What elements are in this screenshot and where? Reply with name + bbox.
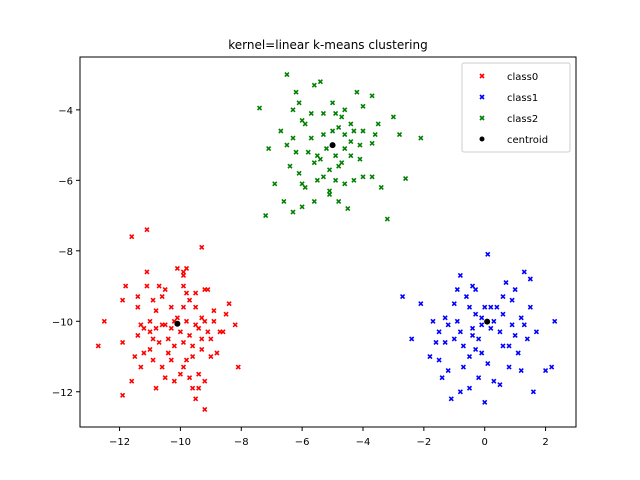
centroid-marker bbox=[484, 318, 491, 325]
legend-item-class2: class2 bbox=[479, 114, 538, 125]
legend-label: class2 bbox=[507, 114, 538, 125]
x-tick-label: −8 bbox=[234, 437, 249, 448]
legend-item-centroid: centroid bbox=[479, 135, 548, 146]
series-class2 bbox=[256, 72, 424, 222]
y-axis: −12 −10 −8 −6 −4 bbox=[52, 106, 80, 399]
y-tick-label: −10 bbox=[52, 317, 73, 328]
legend-label: centroid bbox=[507, 135, 548, 146]
chart-title: kernel=linear k-means clustering bbox=[228, 38, 428, 52]
x-tick-label: 0 bbox=[482, 437, 488, 448]
legend-item-class0: class0 bbox=[479, 72, 538, 83]
series-class0 bbox=[95, 227, 241, 412]
y-tick-label: −4 bbox=[58, 106, 73, 117]
legend-label: class1 bbox=[507, 93, 538, 104]
legend-label: class0 bbox=[507, 72, 538, 83]
dot-marker-icon bbox=[479, 136, 485, 142]
x-tick-label: −2 bbox=[416, 437, 431, 448]
y-tick-label: −12 bbox=[52, 388, 73, 399]
x-axis: −12 −10 −8 −6 −4 −2 0 2 bbox=[109, 427, 549, 448]
y-tick-label: −6 bbox=[58, 176, 73, 187]
x-tick-label: −6 bbox=[295, 437, 310, 448]
legend-box bbox=[461, 62, 571, 153]
x-tick-label: −12 bbox=[109, 437, 130, 448]
centroid-marker bbox=[174, 320, 181, 327]
x-tick-label: −10 bbox=[170, 437, 191, 448]
legend: class0 class1 class2 centroid bbox=[461, 62, 571, 153]
plot-area bbox=[95, 72, 558, 412]
series-centroid bbox=[174, 142, 491, 327]
centroid-marker bbox=[329, 142, 336, 149]
series-class1 bbox=[399, 251, 558, 405]
y-tick-label: −8 bbox=[58, 247, 73, 258]
x-tick-label: −4 bbox=[356, 437, 371, 448]
x-tick-label: 2 bbox=[542, 437, 548, 448]
axes-frame bbox=[79, 56, 577, 428]
legend-item-class1: class1 bbox=[479, 93, 538, 104]
